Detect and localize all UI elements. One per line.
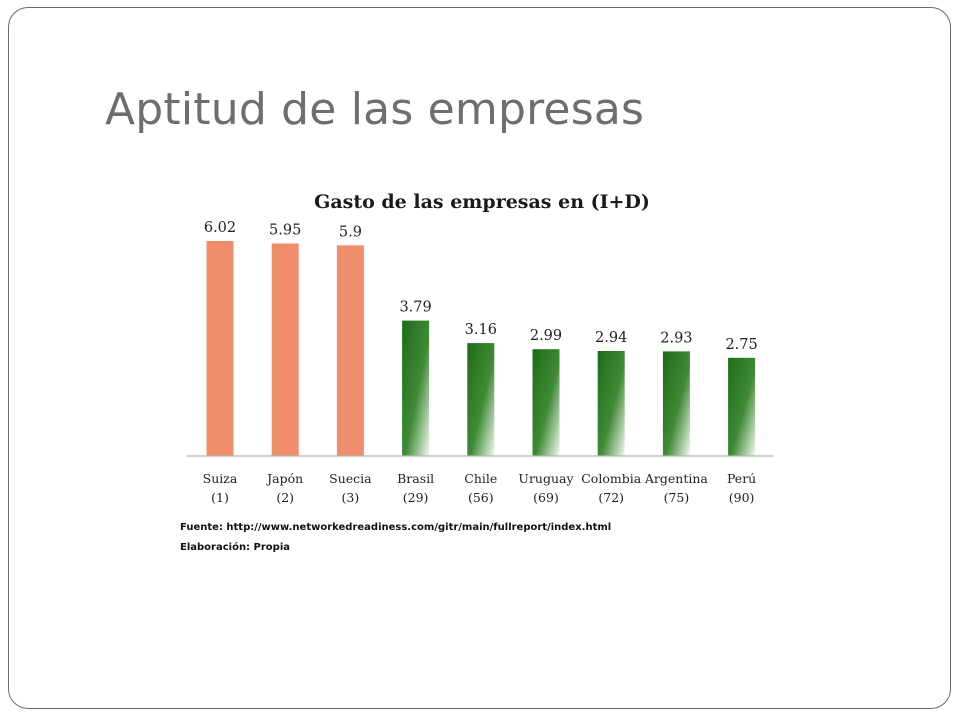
bar-suecia (336, 245, 364, 456)
bar-japón (271, 243, 299, 456)
chart-canvas: Gasto de las empresas en (I+D) 6.02 Suiza… (187, 191, 773, 505)
category-label: Brasil (397, 471, 434, 486)
rank-label: (56) (468, 490, 494, 505)
value-label: 5.9 (339, 224, 362, 240)
category-label: Japón (265, 471, 303, 486)
value-label: 5.95 (269, 223, 301, 239)
category-label: Suiza (203, 471, 238, 486)
bar-brasil (402, 320, 430, 456)
value-label: 2.93 (660, 330, 692, 346)
category-label: Uruguay (518, 471, 574, 486)
bar-chart: Gasto de las empresas en (I+D) 6.02 Suiza… (160, 180, 800, 510)
category-label: Chile (464, 471, 497, 486)
value-label: 2.75 (725, 337, 757, 353)
rank-label: (29) (403, 490, 429, 505)
category-label: Argentina (644, 471, 709, 486)
value-label: 2.99 (530, 328, 562, 344)
chart-title: Gasto de las empresas en (I+D) (314, 191, 650, 213)
rank-label: (69) (533, 490, 559, 505)
rank-label: (3) (342, 490, 360, 505)
bar-argentina (662, 351, 690, 456)
rank-label: (75) (664, 490, 690, 505)
category-label: Colombia (581, 471, 641, 486)
author-note: Elaboración: Propia (180, 542, 291, 553)
value-label: 3.79 (399, 300, 431, 316)
rank-label: (1) (211, 490, 229, 505)
bar-chile (467, 343, 495, 456)
bar-perú (728, 357, 756, 456)
value-label: 2.94 (595, 330, 627, 346)
value-label: 3.16 (465, 322, 497, 338)
bar-uruguay (532, 349, 560, 456)
slide-title: Aptitud de las empresas (105, 84, 645, 135)
bar-colombia (597, 351, 625, 456)
rank-label: (90) (729, 490, 755, 505)
category-label: Perú (727, 471, 756, 486)
chart-notes: Fuente: http://www.networkedreadiness.co… (180, 522, 611, 554)
value-label: 6.02 (204, 220, 236, 236)
source-note: Fuente: http://www.networkedreadiness.co… (180, 522, 612, 533)
rank-label: (2) (276, 490, 294, 505)
category-label: Suecia (329, 471, 372, 486)
rank-label: (72) (598, 490, 624, 505)
bar-suiza (206, 241, 234, 456)
